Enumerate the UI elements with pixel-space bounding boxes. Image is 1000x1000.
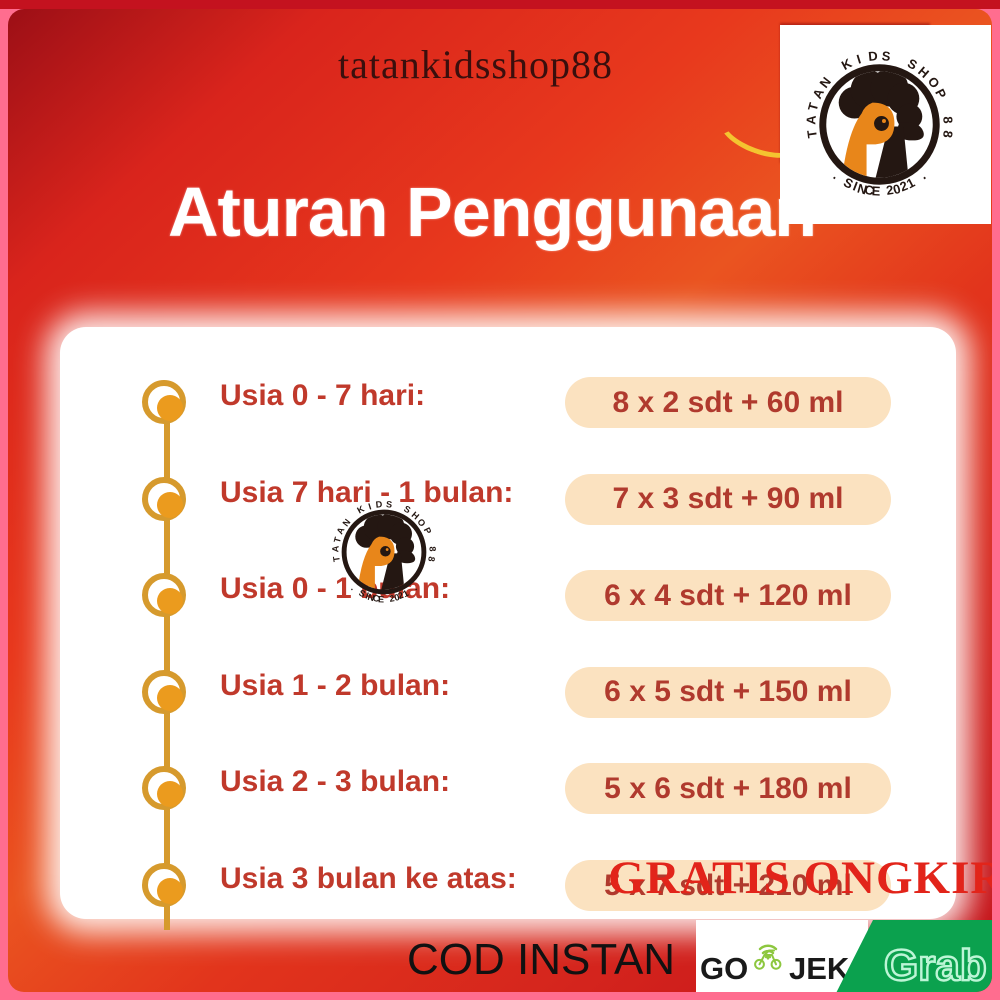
svg-text:Grab: Grab — [884, 941, 987, 990]
